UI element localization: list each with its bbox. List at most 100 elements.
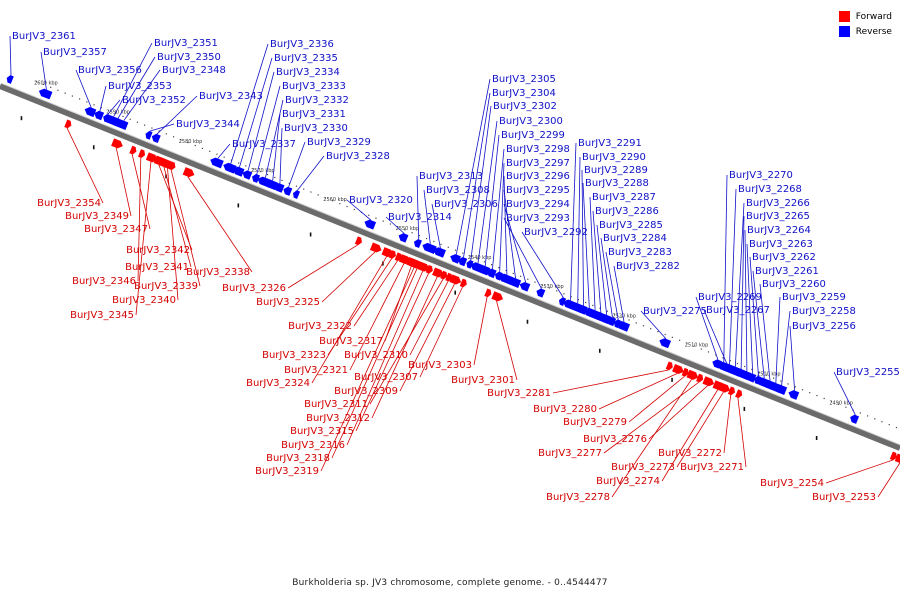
- gene-tag: BurJV3_2305: [492, 74, 556, 85]
- leader-line: [137, 157, 142, 282]
- reverse-gene: [252, 173, 261, 183]
- reverse-gene-shape: [466, 260, 474, 269]
- minor-tick: [50, 86, 52, 88]
- leader-line: [346, 270, 424, 446]
- leader-line: [158, 164, 193, 251]
- forward-gene: [381, 247, 394, 258]
- gene-tag: BurJV3_2318: [266, 453, 330, 464]
- leader-line: [431, 203, 441, 249]
- gene-tag: BurJV3_2337: [232, 139, 296, 150]
- minor-tick: [498, 267, 500, 269]
- gene-label-BurJV3_2351: BurJV3_2351: [113, 38, 218, 117]
- gene-tag: BurJV3_2277: [538, 448, 602, 459]
- leader-line: [744, 229, 748, 372]
- forward-gene-shape: [164, 159, 172, 169]
- leader-line: [603, 381, 700, 454]
- leader-line: [496, 300, 518, 381]
- reverse-gene-shape: [659, 338, 672, 349]
- axis-tick-label: 2560 kbp: [323, 197, 347, 203]
- reverse-gene: [721, 362, 730, 372]
- forward-gene: [145, 152, 158, 163]
- leader-line: [596, 224, 608, 315]
- minor-tick: [845, 406, 847, 408]
- gene-track: [6, 75, 900, 464]
- leader-line: [781, 310, 791, 386]
- reverse-gene-shape: [283, 186, 293, 196]
- gene-tag: BurJV3_2350: [157, 52, 221, 63]
- minor-tick: [794, 386, 796, 388]
- leader-line: [66, 127, 104, 204]
- gene-label-BurJV3_2322: BurJV3_2322: [288, 260, 398, 332]
- leader-line: [605, 251, 619, 320]
- gene-label-BurJV3_2350: BurJV3_2350: [117, 52, 221, 119]
- reverse-gene: [242, 170, 253, 180]
- leader-line: [115, 147, 132, 217]
- minor-tick: [556, 290, 558, 292]
- leader-line: [463, 92, 491, 258]
- forward-gene-shape: [129, 145, 137, 155]
- forward-gene-shape: [182, 167, 195, 178]
- minor-tick: [469, 255, 471, 257]
- leader-line: [167, 168, 179, 301]
- gene-tag: BurJV3_2319: [255, 466, 319, 477]
- gene-tag: BurJV3_2339: [134, 281, 198, 292]
- minor-tick: [375, 217, 377, 219]
- gene-tag: BurJV3_2321: [284, 365, 348, 376]
- gene-tag: BurJV3_2281: [487, 388, 551, 399]
- gene-tag: BurJV3_2255: [836, 367, 900, 378]
- reverse-gene-shape: [94, 110, 105, 121]
- minor-tick: [42, 83, 45, 86]
- leader-line: [131, 154, 151, 230]
- reverse-gene: [712, 359, 723, 369]
- gene-tag: BurJV3_2334: [276, 67, 340, 78]
- leader-line: [75, 69, 92, 108]
- gene-tag: BurJV3_2259: [782, 292, 846, 303]
- gene-tag: BurJV3_2322: [288, 321, 352, 332]
- minor-tick: [165, 133, 167, 135]
- minor-tick: [151, 127, 153, 129]
- gene-tag: BurJV3_2279: [563, 417, 627, 428]
- minor-tick: [158, 130, 160, 132]
- gene-tag: BurJV3_2265: [746, 211, 810, 222]
- reverse-gene: [747, 373, 757, 383]
- forward-gene-shape: [696, 373, 704, 383]
- minor-tick: [592, 304, 594, 307]
- gene-label-BurJV3_2269: BurJV3_2269: [695, 292, 762, 360]
- minor-tick: [317, 194, 319, 196]
- gene-tag: BurJV3_2329: [307, 137, 371, 148]
- gene-label-BurJV3_2345: BurJV3_2345: [70, 161, 152, 321]
- forward-gene-shape: [425, 264, 433, 274]
- forward-gene: [459, 278, 467, 288]
- minor-tick: [881, 421, 883, 423]
- gene-tag: BurJV3_2274: [596, 476, 660, 487]
- gene-tag: BurJV3_2285: [599, 220, 663, 231]
- reverse-gene: [292, 190, 301, 200]
- leader-line: [628, 376, 685, 423]
- axis-tick-label: 2570 kbp: [251, 168, 275, 174]
- gene-label-BurJV3_2336: BurJV3_2336: [230, 39, 334, 164]
- gene-label-BurJV3_2354: BurJV3_2354: [37, 127, 104, 209]
- gene-tag: BurJV3_2345: [70, 310, 134, 321]
- minor-tick: [642, 325, 645, 327]
- gene-label-BurJV3_2254: BurJV3_2254: [760, 459, 893, 489]
- forward-gene-shape: [735, 389, 743, 399]
- minor-tick: [707, 351, 710, 353]
- minor-tick: [411, 232, 413, 234]
- forward-gene: [894, 453, 900, 464]
- leader-line: [825, 459, 893, 484]
- reverse-gene-shape: [519, 281, 531, 292]
- reverse-gene: [223, 162, 237, 174]
- reverse-gene-shape: [84, 107, 97, 118]
- minor-tick: [187, 141, 189, 144]
- minor-tick: [238, 162, 240, 164]
- gene-tag: BurJV3_2348: [162, 65, 226, 76]
- gene-label-BurJV3_2266: BurJV3_2266: [734, 198, 810, 367]
- reverse-gene-shape: [398, 233, 409, 243]
- reverse-gene-shape: [223, 162, 237, 174]
- minor-tick: [440, 243, 442, 245]
- leader-line: [503, 189, 516, 279]
- leader-line: [503, 217, 542, 289]
- gene-tag: BurJV3_2311: [304, 399, 368, 410]
- minor-tick: [823, 397, 825, 400]
